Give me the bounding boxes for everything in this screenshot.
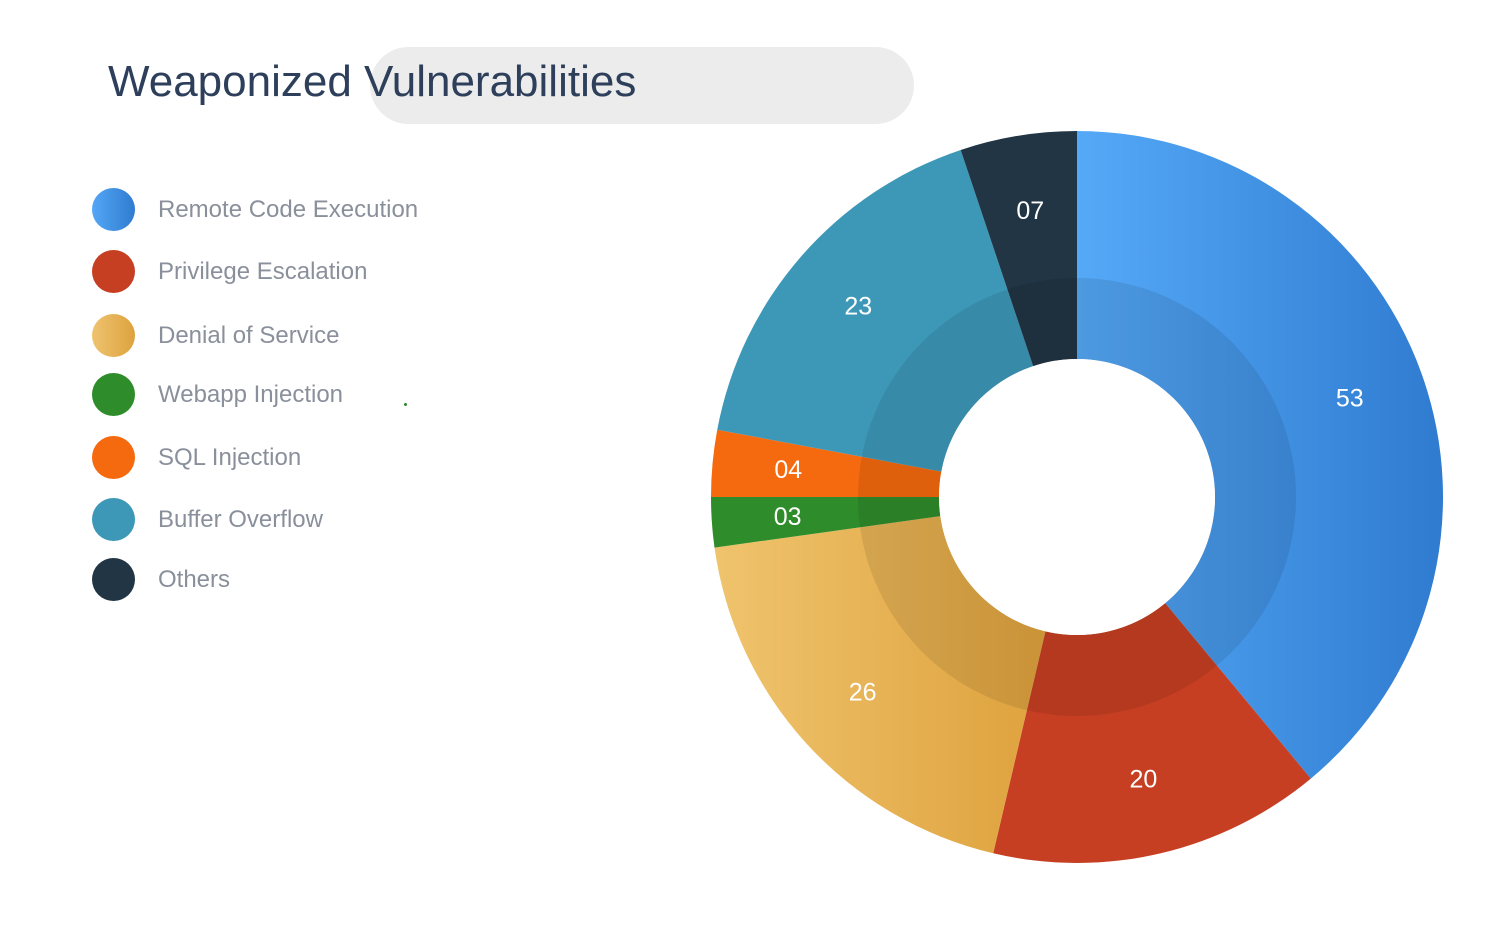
slice-privilege-escalation	[993, 603, 1311, 863]
legend-swatch-others	[92, 558, 135, 601]
donut-slices	[711, 131, 1443, 863]
slice-label-webapp-injection: 03	[774, 503, 802, 531]
slice-sql-injection	[711, 429, 942, 497]
legend-label-others: Others	[158, 566, 231, 593]
legend-swatch-sql-injection	[92, 436, 135, 479]
legend-item-sql-injection: SQL Injection	[92, 436, 452, 480]
legend-label-denial-of-service: Denial of Service	[158, 322, 340, 349]
legend-item-buffer-overflow: Buffer Overflow	[92, 498, 452, 542]
chart-title: Weaponized Vulnerabilities	[108, 57, 637, 106]
legend-swatch-webapp-injection	[92, 373, 135, 416]
stray-dot	[404, 403, 407, 406]
legend-item-privilege-escalation: Privilege Escalation	[92, 250, 452, 294]
slice-remote-code-execution	[1077, 131, 1443, 779]
slice-webapp-injection	[711, 497, 941, 548]
legend-item-others: Others	[92, 558, 452, 602]
donut-slice-labels: 53 20 26 03 04 23 07	[774, 197, 1364, 794]
legend-item-webapp-injection: Webapp Injection	[92, 373, 452, 417]
legend-label-sql-injection: SQL Injection	[158, 444, 302, 471]
legend-label-buffer-overflow: Buffer Overflow	[158, 506, 323, 533]
slice-label-remote-code-execution: 53	[1336, 385, 1364, 413]
legend-swatch-privilege-escalation	[92, 250, 135, 293]
slice-buffer-overflow	[717, 149, 1034, 472]
legend-label-privilege-escalation: Privilege Escalation	[158, 258, 368, 285]
legend-swatch-remote-code-execution	[92, 188, 135, 231]
legend-item-denial-of-service: Denial of Service	[92, 314, 452, 358]
slice-label-sql-injection: 04	[774, 456, 802, 484]
legend-swatch-denial-of-service	[92, 314, 135, 357]
legend-label-remote-code-execution: Remote Code Execution	[158, 196, 419, 223]
slice-label-buffer-overflow: 23	[844, 293, 872, 321]
slice-denial-of-service	[714, 516, 1046, 854]
legend-label-webapp-injection: Webapp Injection	[158, 381, 344, 408]
donut-hole	[939, 359, 1215, 635]
title-highlight-pill	[370, 47, 914, 124]
slice-label-others: 07	[1016, 197, 1044, 225]
slice-label-denial-of-service: 26	[849, 678, 877, 706]
legend-swatch-buffer-overflow	[92, 498, 135, 541]
slice-others	[960, 131, 1077, 367]
slice-label-privilege-escalation: 20	[1129, 765, 1157, 793]
legend-item-remote-code-execution: Remote Code Execution	[92, 188, 452, 232]
